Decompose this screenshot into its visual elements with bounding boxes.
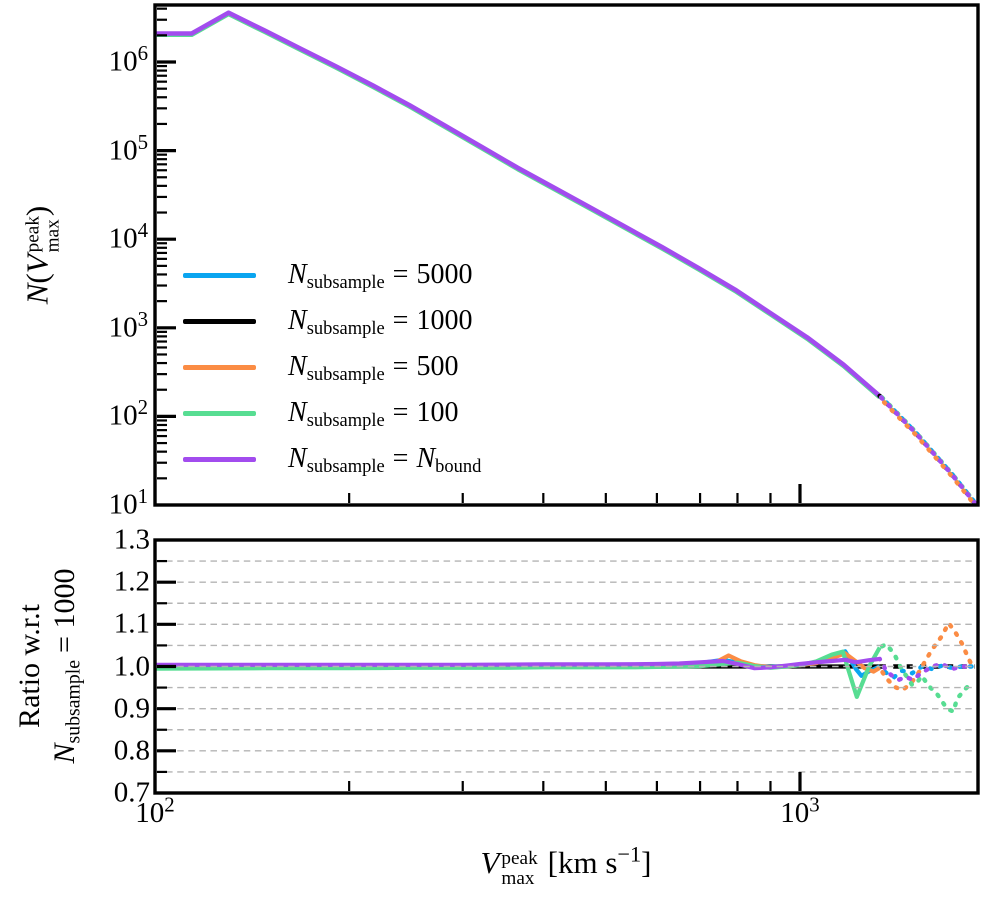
- ratio-line-dotted: [877, 641, 974, 715]
- legend-line-swatch: [183, 272, 256, 278]
- top-panel-series: [155, 10, 978, 505]
- ratio-line-solid: [155, 646, 882, 699]
- legend-label: Nsubsample = Nbound: [288, 443, 482, 477]
- mass-function-dotted-tail: [877, 393, 978, 505]
- legend-row: Nsubsample = 500: [183, 344, 481, 390]
- legend-line-swatch: [183, 410, 256, 416]
- legend-line-swatch: [183, 318, 256, 324]
- legend-row: Nsubsample = 1000: [183, 298, 481, 344]
- legend-label: Nsubsample = 1000: [288, 305, 473, 339]
- top-panel-frame: [153, 3, 980, 507]
- ratio-panel-series: [155, 560, 978, 773]
- legend-label: Nsubsample = 5000: [288, 259, 473, 293]
- mass-function-line-nbound: [155, 10, 882, 398]
- legend-row: Nsubsample = 100: [183, 390, 481, 436]
- legend-label: Nsubsample = 500: [288, 351, 459, 385]
- legend-row: Nsubsample = Nbound: [183, 436, 481, 482]
- ratio-line-dotted: [877, 656, 974, 683]
- ratio-line-dotted: [877, 618, 974, 693]
- ratio-panel-frame: [153, 538, 980, 795]
- legend-label: Nsubsample = 100: [288, 397, 459, 431]
- legend-line-swatch: [183, 456, 256, 462]
- legend-line-swatch: [183, 364, 256, 370]
- legend-row: Nsubsample = 5000: [183, 252, 481, 298]
- legend: Nsubsample = 5000 Nsubsample = 1000 Nsubsample…: [183, 252, 481, 482]
